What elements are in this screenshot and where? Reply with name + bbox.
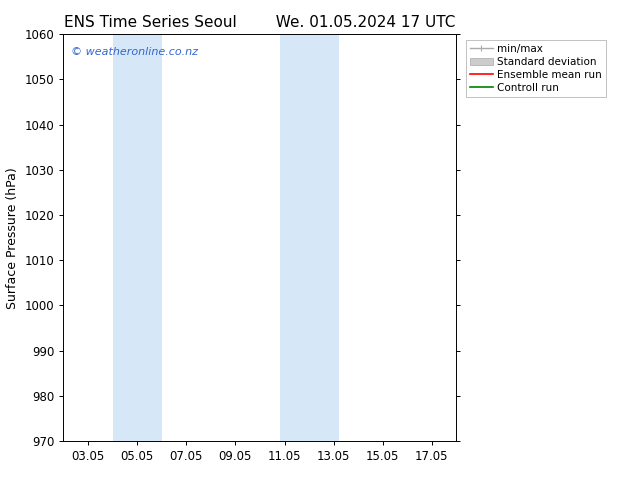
Y-axis label: Surface Pressure (hPa): Surface Pressure (hPa) [6, 167, 19, 309]
Title: ENS Time Series Seoul        We. 01.05.2024 17 UTC: ENS Time Series Seoul We. 01.05.2024 17 … [64, 15, 456, 30]
Text: © weatheronline.co.nz: © weatheronline.co.nz [71, 47, 198, 56]
Legend: min/max, Standard deviation, Ensemble mean run, Controll run: min/max, Standard deviation, Ensemble me… [465, 40, 605, 97]
Bar [113, 34, 162, 441]
Bar [280, 34, 339, 441]
